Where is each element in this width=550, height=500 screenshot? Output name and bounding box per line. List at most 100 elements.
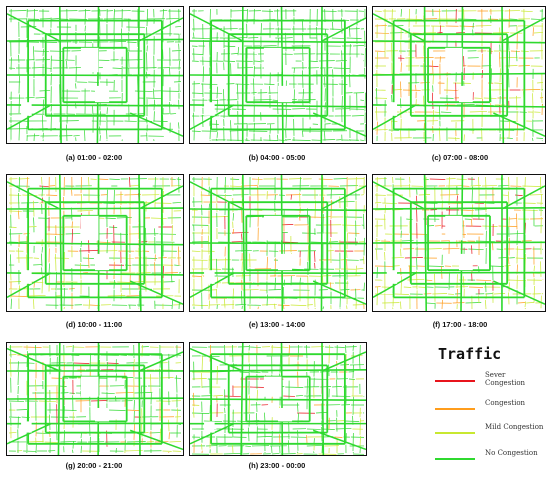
- road-segment: [373, 40, 545, 44]
- road-segment: [162, 8, 164, 19]
- road-segment: [442, 248, 460, 250]
- road-segment: [533, 32, 544, 34]
- map-panel-d: [6, 174, 184, 312]
- park-block: [386, 270, 398, 284]
- road-segment: [129, 280, 183, 305]
- road-segment: [171, 275, 173, 283]
- road-segment: [346, 217, 348, 232]
- road-segment: [10, 298, 12, 310]
- road-segment: [25, 97, 35, 99]
- road-segment: [520, 10, 533, 12]
- road-segment: [169, 66, 171, 77]
- road-segment: [153, 88, 155, 99]
- park-block: [263, 215, 282, 241]
- road-segment: [320, 7, 323, 143]
- road-segment: [306, 378, 308, 395]
- road-segment: [501, 7, 505, 143]
- road-segment: [236, 37, 248, 39]
- road-segment: [448, 176, 450, 189]
- park-block: [80, 376, 99, 397]
- road-segment: [322, 139, 336, 141]
- road-segment: [245, 445, 251, 447]
- road-segment: [314, 250, 316, 262]
- road-segment: [266, 294, 268, 306]
- road-segment: [224, 60, 236, 62]
- road-segment: [490, 68, 492, 84]
- road-segment: [524, 307, 526, 310]
- road-segment: [272, 99, 279, 101]
- road-segment: [7, 104, 183, 107]
- panel-caption: (b) 04:00 - 05:00: [248, 153, 306, 162]
- road-segment: [321, 17, 366, 42]
- road-segment: [193, 112, 195, 127]
- road-segment: [55, 271, 57, 291]
- road-segment: [356, 268, 364, 270]
- road-segment: [501, 185, 545, 210]
- road-segment: [501, 17, 545, 42]
- road-segment: [455, 137, 457, 142]
- road-segment: [237, 46, 239, 56]
- road-segment: [353, 45, 365, 47]
- map-panel-e: [189, 174, 367, 312]
- road-segment: [178, 122, 180, 129]
- road-segment: [127, 441, 146, 443]
- road-segment: [507, 279, 527, 281]
- road-segment: [216, 86, 218, 99]
- road-segment: [374, 50, 386, 52]
- legend-swatch: [435, 408, 475, 410]
- road-segment: [174, 264, 180, 266]
- road-segment: [322, 306, 324, 310]
- road-segment: [508, 68, 510, 88]
- park-block: [263, 47, 282, 73]
- road-segment: [524, 301, 526, 308]
- road-segment: [107, 295, 126, 297]
- road-segment: [113, 8, 115, 20]
- road-segment: [27, 441, 44, 443]
- road-segment: [57, 343, 61, 455]
- panel-caption: (e) 13:00 - 14:00: [248, 320, 306, 329]
- legend-swatch: [435, 458, 475, 460]
- road-segment: [493, 280, 545, 305]
- road-segment: [190, 13, 244, 42]
- road-segment: [470, 185, 481, 187]
- road-segment: [285, 109, 287, 129]
- road-segment: [266, 256, 268, 270]
- road-segment: [241, 233, 243, 240]
- road-segment: [302, 131, 304, 137]
- road-segment: [283, 304, 285, 310]
- road-segment: [171, 300, 173, 310]
- road-segment: [129, 429, 183, 451]
- road-segment: [533, 265, 535, 272]
- road-segment: [277, 8, 279, 27]
- road-segment: [28, 295, 46, 297]
- road-segment: [310, 241, 329, 243]
- road-segment: [249, 386, 267, 388]
- road-segment: [129, 112, 183, 137]
- road-segment: [277, 134, 279, 142]
- road-segment: [190, 422, 235, 445]
- road-segment: [263, 45, 277, 47]
- park-block: [80, 215, 99, 241]
- road-segment: [153, 120, 168, 122]
- road-segment: [271, 453, 280, 455]
- legend-label: No Congestion: [485, 449, 538, 457]
- panel-caption: (f) 17:00 - 18:00: [432, 320, 488, 329]
- road-segment: [208, 300, 210, 310]
- road-segment: [515, 194, 523, 196]
- road-segment: [190, 104, 366, 108]
- road-segment: [44, 441, 60, 443]
- road-segment: [440, 111, 452, 113]
- legend-swatch: [435, 432, 475, 434]
- road-segment: [51, 18, 60, 20]
- road-segment: [516, 95, 518, 111]
- road-segment: [288, 440, 290, 453]
- road-segment: [352, 344, 354, 351]
- road-segment: [460, 175, 464, 311]
- road-segment: [138, 175, 142, 311]
- road-segment: [264, 412, 266, 422]
- road-segment: [318, 178, 333, 180]
- road-segment: [162, 265, 164, 279]
- road-segment: [141, 386, 143, 400]
- road-segment: [89, 353, 91, 371]
- road-segment: [291, 139, 311, 141]
